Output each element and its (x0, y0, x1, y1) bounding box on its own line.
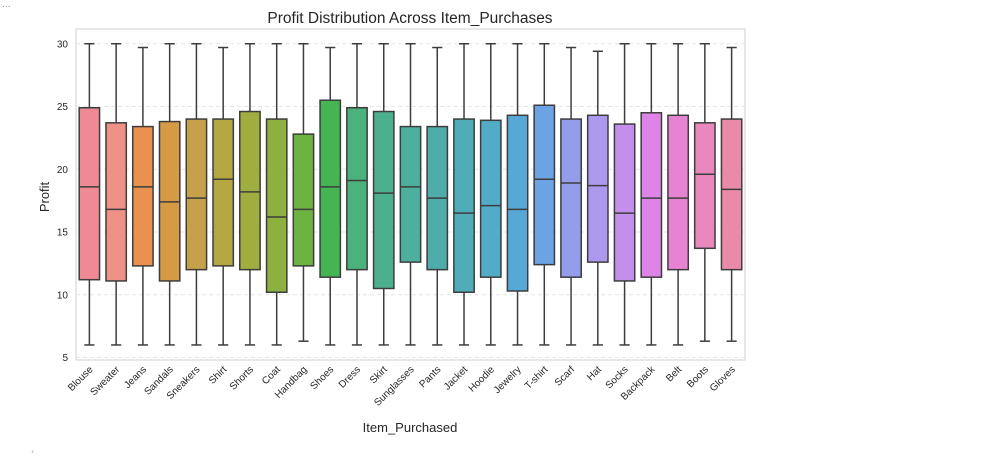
box-hat (586, 50, 609, 346)
box-sandals (158, 43, 181, 346)
x-tick-label-belt: Belt (664, 364, 684, 384)
x-tick-label-hat: Hat (585, 364, 604, 383)
x-tick-label-t-shirt: T-shirt (523, 364, 551, 392)
box-jeans (131, 46, 154, 346)
box-sunglasses (399, 43, 422, 346)
y-tick-label-25: 25 (57, 102, 69, 113)
box-shoes (319, 46, 342, 346)
box-socks (613, 43, 636, 346)
x-tick-label-pants: Pants (418, 364, 444, 390)
box-rect-socks (613, 123, 636, 282)
box-hoodie (479, 43, 502, 346)
box-rect-jewelry (506, 114, 529, 292)
box-dress (346, 43, 368, 346)
y-tick-label-10: 10 (57, 290, 69, 301)
box-pants (426, 46, 449, 346)
box-rect-hat (586, 114, 609, 263)
x-tick-label-gloves: Gloves (708, 364, 738, 394)
box-rect-boots (693, 122, 716, 250)
y-tick-label-20: 20 (57, 165, 69, 176)
box-rect-sneakers (185, 118, 208, 271)
window-corner-mark: ... (2, 0, 11, 10)
box-rect-skirt (372, 110, 395, 290)
box-rect-handbag (292, 133, 315, 267)
box-shirt (212, 46, 235, 346)
box-rect-jacket (453, 118, 475, 293)
box-rect-scarf (560, 118, 582, 278)
box-rect-coat (265, 118, 288, 293)
y-tick-label-30: 30 (57, 39, 69, 50)
x-tick-label-shorts: Shorts (228, 364, 256, 392)
box-sweater (105, 43, 128, 346)
x-tick-label-shirt: Shirt (207, 364, 229, 386)
x-axis-label: Item_Purchased (363, 420, 458, 435)
y-axis-label: Profit (37, 181, 52, 212)
box-rect-shorts (239, 110, 261, 271)
scroll-left-icon[interactable]: ‹ (31, 447, 35, 456)
box-rect-sunglasses (399, 125, 422, 263)
box-t-shirt (533, 43, 556, 346)
y-axis-ticks: 5 10 15 20 25 30 (57, 39, 69, 364)
x-tick-label-jewelry: Jewelry (492, 364, 524, 396)
box-rect-belt (667, 114, 690, 271)
box-scarf (560, 46, 582, 346)
box-rect-jeans (131, 125, 154, 267)
box-blouse (78, 43, 101, 346)
y-tick-label-5: 5 (62, 353, 68, 364)
box-skirt (372, 43, 395, 346)
box-rect-blouse (78, 107, 101, 281)
box-rect-shoes (319, 99, 342, 278)
box-rect-gloves (720, 118, 743, 271)
x-tick-label-jacket: Jacket (442, 364, 470, 392)
box-rect-t-shirt (533, 104, 556, 266)
x-tick-label-dress: Dress (337, 364, 363, 390)
x-tick-label-sweater: Sweater (89, 364, 123, 398)
box-jacket (453, 43, 475, 346)
chart-title: Profit Distribution Across Item_Purchase… (267, 10, 552, 27)
box-rect-dress (346, 107, 368, 271)
box-coat (265, 43, 288, 346)
box-jewelry (506, 43, 529, 346)
box-boots (693, 43, 716, 342)
box-gloves (720, 46, 743, 342)
x-tick-label-skirt: Skirt (368, 364, 390, 386)
box-sneakers (185, 43, 208, 346)
box-layer (78, 43, 743, 346)
x-tick-label-coat: Coat (260, 364, 283, 387)
box-handbag (292, 43, 315, 342)
box-rect-sweater (105, 122, 128, 282)
x-tick-label-scarf: Scarf (553, 364, 577, 388)
box-rect-backpack (640, 112, 663, 278)
x-tick-label-shoes: Shoes (309, 364, 337, 392)
box-backpack (640, 43, 663, 346)
box-rect-hoodie (479, 119, 502, 278)
y-tick-label-15: 15 (57, 228, 69, 239)
box-belt (667, 43, 690, 346)
box-shorts (239, 43, 261, 346)
box-rect-shirt (212, 118, 235, 267)
